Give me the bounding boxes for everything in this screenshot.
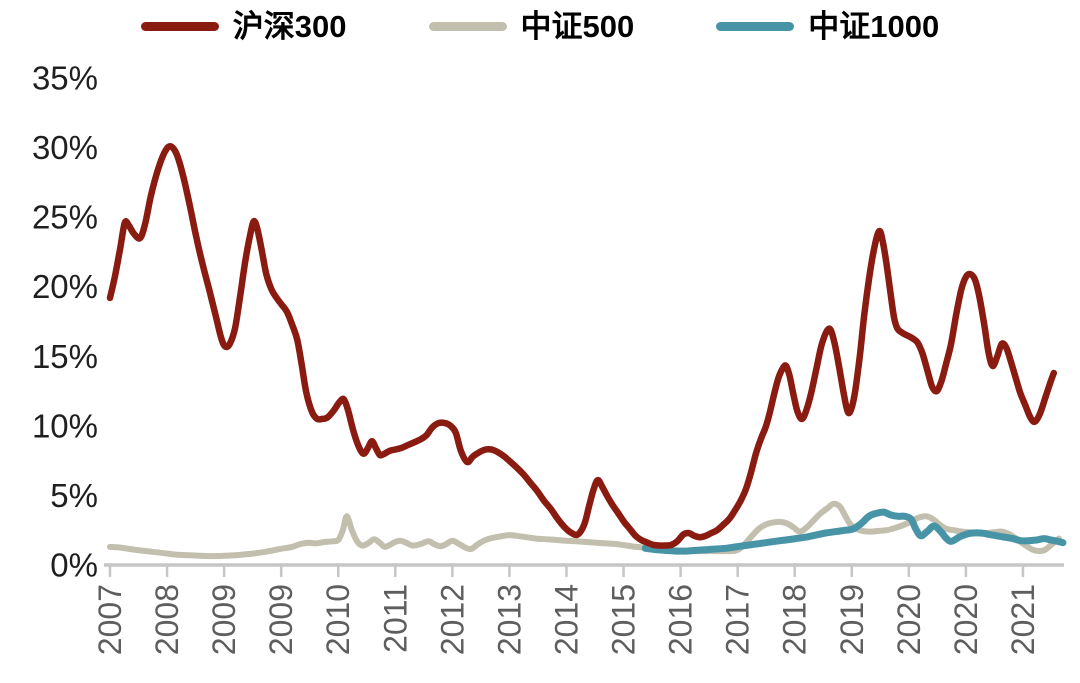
- legend-label: 中证500: [520, 8, 635, 44]
- legend-label: 沪深300: [232, 8, 347, 44]
- x-axis-label: 2009: [206, 584, 242, 655]
- x-axis-label: 2017: [720, 584, 756, 655]
- series-line-沪深300: [106, 142, 1058, 549]
- x-axis-label: 2012: [434, 584, 470, 655]
- x-axis-label: 2020: [891, 584, 927, 655]
- series-line-中证500: [107, 500, 1062, 560]
- y-axis-label: 10%: [32, 407, 98, 444]
- legend-item-1: 中证500: [428, 8, 635, 44]
- y-axis-label: 25%: [32, 199, 98, 236]
- legend-item-2: 中证1000: [716, 11, 939, 42]
- x-axis-label: 2009: [263, 584, 299, 655]
- series-line-中证1000: [641, 508, 1067, 555]
- x-axis-label: 2011: [377, 584, 413, 653]
- chart-legend: 沪深300 中证500 中证1000: [0, 6, 1080, 46]
- x-axis-label: 2010: [320, 584, 356, 655]
- y-axis-label: 5%: [50, 477, 98, 514]
- x-axis-label: 2007: [92, 584, 128, 655]
- x-axis-label: 2016: [663, 584, 699, 655]
- x-axis-label: 2020: [948, 584, 984, 655]
- y-axis-label: 35%: [32, 60, 98, 97]
- x-axis-label: 2013: [491, 584, 527, 655]
- x-axis-label: 2019: [834, 584, 870, 655]
- legend-label: 中证1000: [808, 8, 940, 44]
- legend-swatch-icon: [140, 21, 219, 31]
- y-axis-label: 20%: [32, 268, 98, 305]
- y-axis-label: 15%: [32, 338, 98, 375]
- x-axis-label: 2014: [548, 584, 584, 655]
- legend-item-0: 沪深300: [140, 8, 347, 44]
- x-axis-label: 2015: [606, 584, 642, 655]
- y-axis-label: 0%: [50, 547, 98, 584]
- x-axis-label: 2008: [149, 584, 185, 655]
- y-axis-label: 30%: [32, 129, 98, 166]
- x-axis-label: 2021: [1005, 584, 1041, 655]
- x-axis-label: 2018: [777, 584, 813, 655]
- legend-swatch-icon: [428, 21, 507, 31]
- legend-swatch-icon: [716, 21, 795, 31]
